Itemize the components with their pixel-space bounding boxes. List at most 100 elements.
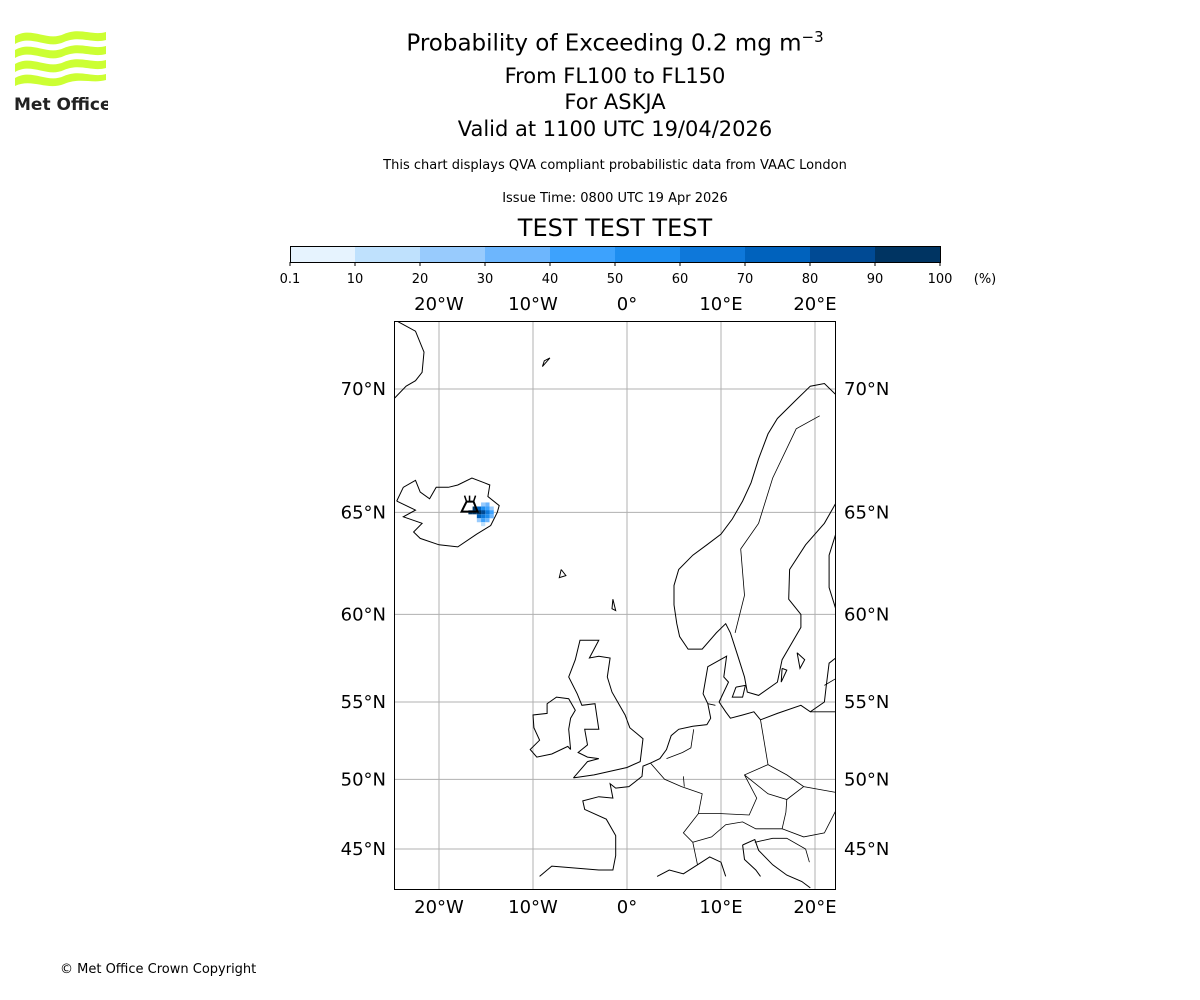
lat-label-right: 55°N [844, 692, 889, 713]
coastline [656, 856, 727, 877]
lat-label-left: 70°N [341, 379, 386, 400]
plume-cell [489, 506, 494, 511]
volcano-eruption-lines [463, 495, 477, 502]
colorbar-tick-label: 80 [802, 272, 819, 287]
ash-probability-plume [468, 502, 494, 527]
country-border [707, 703, 716, 706]
lon-label-top: 0° [617, 294, 637, 315]
coastline [673, 382, 836, 696]
lat-label-right: 50°N [844, 769, 889, 790]
country-border [666, 729, 695, 759]
country-border [692, 799, 788, 843]
colorbar-tick-label: 50 [607, 272, 624, 287]
lon-label-bottom: 20°W [414, 897, 464, 918]
plume-cell [481, 518, 486, 523]
plume-cell [489, 514, 494, 519]
colorbar-tick-label: 20 [412, 272, 429, 287]
colorbar-bin [485, 246, 550, 262]
coastline [568, 639, 644, 779]
lon-label-bottom: 20°E [793, 897, 836, 918]
colorbar-tick-label: 0.1 [280, 272, 301, 287]
coastline [742, 844, 761, 877]
coastline [529, 696, 576, 758]
lat-label-right: 45°N [844, 839, 889, 860]
country-border [824, 678, 836, 686]
colorbar-bin [680, 246, 745, 262]
country-border [744, 774, 804, 800]
coastline [828, 534, 836, 609]
valid-time: Valid at 1100 UTC 19/04/2026 [457, 117, 773, 141]
plume-cell [485, 506, 490, 511]
plume-cell [476, 514, 482, 519]
lon-label-top: 10°E [699, 294, 742, 315]
colorbar-bin [810, 246, 875, 262]
lat-label-left: 60°N [341, 604, 386, 625]
volcano-icon [459, 495, 480, 513]
colorbar-bin [355, 246, 420, 262]
country-border [781, 810, 836, 838]
copyright: © Met Office Crown Copyright [60, 962, 257, 977]
colorbar-bin [745, 246, 810, 262]
plume-cell [481, 502, 486, 507]
plume-cell [481, 506, 486, 511]
colorbar-tick-label: 70 [737, 272, 754, 287]
country-border [650, 762, 703, 865]
lon-label-bottom: 0° [617, 897, 637, 918]
coastlines [394, 321, 836, 889]
coastline [742, 838, 811, 889]
lat-label-left: 65°N [341, 502, 386, 523]
colorbar-tick-label: 30 [477, 272, 494, 287]
title-text: Probability of Exceeding 0.2 mg m [406, 30, 802, 57]
lon-label-bottom: 10°E [699, 897, 742, 918]
flight-levels: From FL100 to FL150 [504, 64, 726, 88]
colorbar-tick-label: 90 [867, 272, 884, 287]
coastline [780, 667, 788, 683]
plume-cell [485, 518, 490, 523]
colorbar-bin [290, 246, 355, 262]
plume-cell [481, 522, 486, 527]
coastline [558, 569, 567, 579]
plume-cell [476, 510, 482, 515]
lat-label-left: 50°N [341, 769, 386, 790]
colorbar-bin [875, 246, 940, 262]
country-border [754, 837, 810, 863]
lat-label-left: 45°N [341, 839, 386, 860]
coastline [796, 652, 806, 670]
lon-label-top: 20°W [414, 294, 464, 315]
lon-label-bottom: 10°W [508, 897, 558, 918]
lon-label-top: 20°E [793, 294, 836, 315]
country-border [734, 415, 820, 633]
lat-label-right: 70°N [844, 379, 889, 400]
country-border [767, 764, 836, 793]
plume-cell [476, 518, 482, 523]
lat-label-left: 55°N [341, 692, 386, 713]
graticule [394, 321, 836, 890]
plume-cell [472, 506, 477, 511]
lat-label-right: 60°N [844, 604, 889, 625]
map: 20°W 20°W 10°W 10°W 0° 0° 10°E 10°E 20°E 20°E 70°N… [341, 294, 890, 918]
country-border [683, 776, 685, 787]
logo-text: Met Office [14, 95, 108, 114]
plume-cell [485, 514, 490, 519]
lat-label-right: 65°N [844, 502, 889, 523]
colorbar-bin [550, 246, 615, 262]
colorbar-tick-label: 10 [347, 272, 364, 287]
chart-title: Probability of Exceeding 0.2 mg m−3 [0, 28, 1200, 57]
logo-waves [15, 31, 106, 87]
plume-cell [485, 510, 490, 515]
colorbar-bin [615, 246, 680, 262]
colorbar-tick-label: 40 [542, 272, 559, 287]
colorbar-tick-label: 100 [928, 272, 953, 287]
volcano-name: For ASKJA [564, 90, 666, 114]
coastline [396, 477, 500, 548]
coastline [611, 599, 617, 612]
plume-cell [481, 514, 486, 519]
plume-cell [481, 510, 486, 515]
coastline [394, 321, 425, 400]
colorbar-bin [420, 246, 485, 262]
issue-time: Issue Time: 0800 UTC 19 Apr 2026 [502, 191, 728, 206]
coastline [541, 357, 551, 367]
colorbar-tick-label: 60 [672, 272, 689, 287]
title-superscript: −3 [801, 28, 824, 46]
colorbar-unit: (%) [974, 272, 997, 287]
